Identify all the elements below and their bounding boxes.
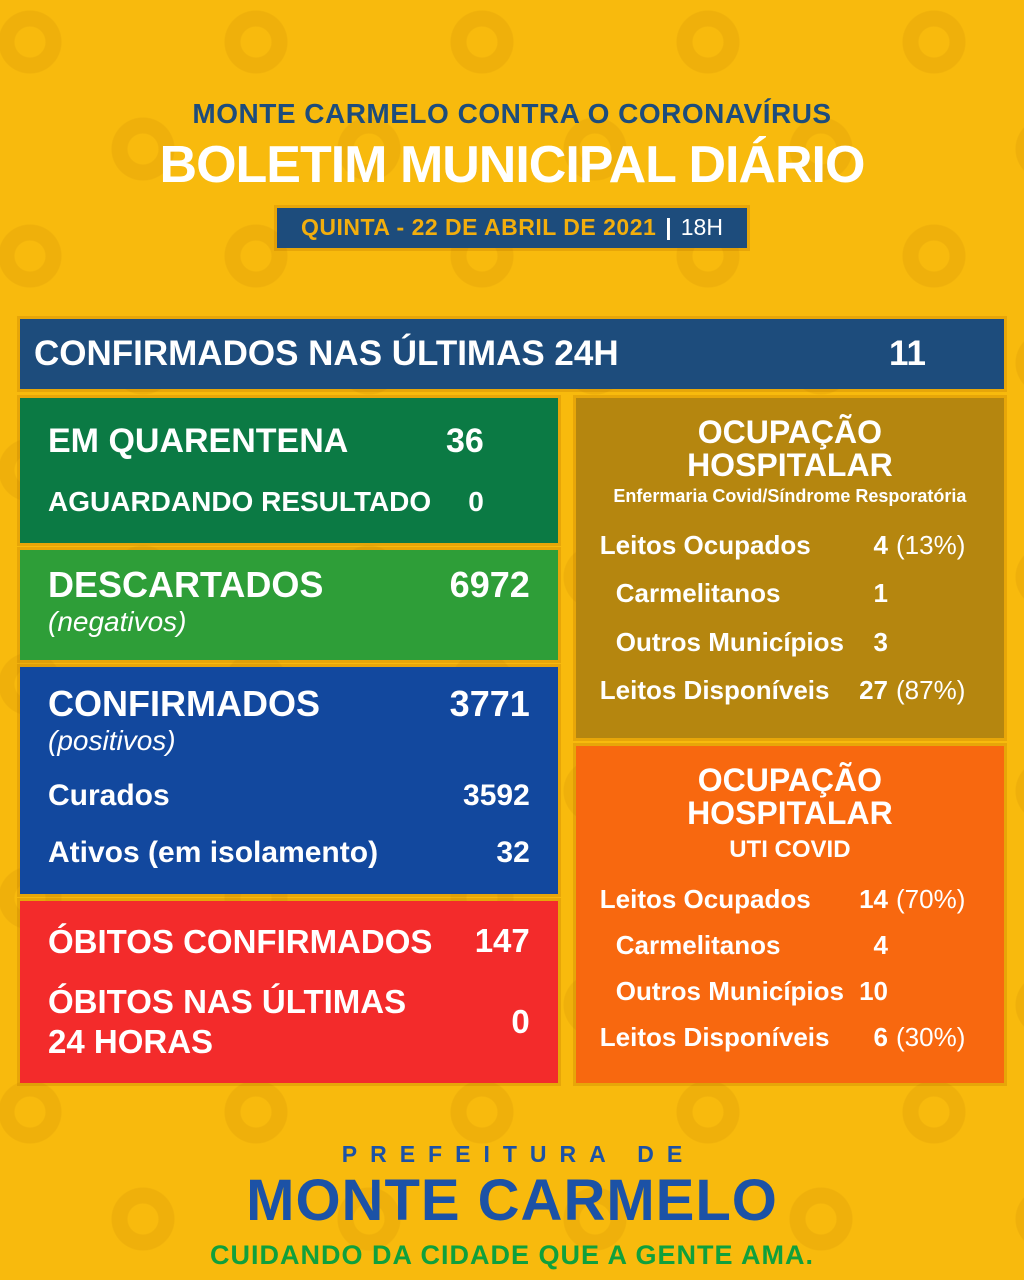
campaign-supertitle: MONTE CARMELO CONTRA O CORONAVÍRUS	[192, 98, 832, 129]
quarantine-label: EM QUARENTENA	[48, 422, 349, 461]
ward-other-municipalities-value: 3	[873, 626, 888, 657]
date-separator: |	[665, 213, 672, 240]
ward-other-municipalities-label: Outros Municípios	[615, 626, 844, 657]
ward-beds-available-row: Leitos Disponíveis 27 (87%)	[600, 675, 980, 706]
icu-beds-occupied-label: Leitos Ocupados	[599, 884, 811, 915]
icu-title: OCUPAÇÃO HOSPITALAR	[687, 761, 893, 832]
deaths-box: ÓBITOS CONFIRMADOS 147 ÓBITOS NAS ÚLTIMA…	[20, 900, 558, 1083]
confirmed-value: 3771	[449, 682, 530, 724]
ward-beds-available-label: Leitos Disponíveis	[599, 675, 830, 706]
ward-rows: Leitos Ocupados 4 (13%) Carmelitanos 1 O…	[600, 513, 980, 724]
date-banner: QUINTA - 22 DE ABRIL DE 2021 | 18H	[277, 207, 747, 248]
icu-carmelitanos-label: Carmelitanos	[615, 930, 781, 961]
deaths-confirmed-value: 147	[474, 922, 530, 960]
confirmed-24h-bar: CONFIRMADOS NAS ÚLTIMAS 24H 11	[20, 318, 1004, 389]
icu-carmelitanos-value: 4	[873, 930, 888, 961]
ward-beds-available-pct: (87%)	[896, 675, 966, 706]
awaiting-result-value: 0	[468, 485, 484, 517]
prefecture-line: PREFEITURA DE	[341, 1140, 696, 1167]
icu-other-municipalities-row: Outros Municípios 10	[600, 976, 980, 1007]
left-column: EM QUARENTENA 36 AGUARDANDO RESULTADO 0 …	[20, 397, 558, 1083]
deaths-24h-label: ÓBITOS NAS ÚLTIMAS 24 HORAS	[48, 983, 407, 1060]
confirmed-24h-value: 11	[889, 333, 926, 373]
icu-beds-occupied-pct: (70%)	[896, 884, 966, 915]
icu-other-municipalities-label: Outros Municípios	[615, 976, 844, 1007]
stats-grid: EM QUARENTENA 36 AGUARDANDO RESULTADO 0 …	[20, 397, 1004, 1083]
ward-occupancy-box: OCUPAÇÃO HOSPITALAR Enfermaria Covid/Sín…	[575, 397, 1004, 738]
icu-beds-available-pct: (30%)	[896, 1022, 966, 1053]
awaiting-result-label: AGUARDANDO RESULTADO	[48, 485, 432, 517]
bulletin-body: CONFIRMADOS NAS ÚLTIMAS 24H 11 EM QUAREN…	[0, 318, 1024, 1083]
bulletin-title: BOLETIM MUNICIPAL DIÁRIO	[159, 136, 866, 194]
icu-beds-occupied-value: 14	[859, 884, 888, 915]
confirmed-box: CONFIRMADOS 3771 (positivos) Curados 359…	[20, 666, 558, 894]
deaths-confirmed-row: ÓBITOS CONFIRMADOS 147	[48, 922, 530, 962]
ward-beds-occupied-label: Leitos Ocupados	[599, 529, 811, 560]
ward-beds-occupied-pct: (13%)	[896, 529, 966, 560]
footer: PREFEITURA DE MONTE CARMELO CUIDANDO DA …	[0, 1141, 1024, 1271]
icu-beds-available-value: 6	[873, 1022, 888, 1053]
confirmed-subtitle: (positivos)	[48, 725, 176, 757]
ward-beds-occupied-value: 4	[873, 529, 888, 560]
active-isolation-row: Ativos (em isolamento) 32	[48, 836, 530, 870]
right-column: OCUPAÇÃO HOSPITALAR Enfermaria Covid/Sín…	[575, 397, 1004, 1083]
ward-carmelitanos-row: Carmelitanos 1	[600, 578, 980, 609]
quarantine-value: 36	[445, 422, 484, 461]
confirmed-title: CONFIRMADOS	[48, 682, 320, 724]
icu-occupancy-box: OCUPAÇÃO HOSPITALAR UTI COVID Leitos Ocu…	[575, 745, 1004, 1083]
discarded-title-block: DESCARTADOS (negativos)	[48, 563, 324, 639]
ward-carmelitanos-value: 1	[873, 578, 888, 609]
date-text: QUINTA - 22 DE ABRIL DE 2021	[301, 213, 657, 240]
awaiting-result-row: AGUARDANDO RESULTADO 0	[48, 486, 530, 518]
icu-rows: Leitos Ocupados 14 (70%) Carmelitanos 4 …	[600, 869, 980, 1068]
deaths-24h-row: ÓBITOS NAS ÚLTIMAS 24 HORAS 0	[48, 982, 530, 1061]
ward-beds-occupied-row: Leitos Ocupados 4 (13%)	[600, 530, 980, 561]
discarded-subtitle: (negativos)	[48, 606, 187, 638]
deaths-24h-value: 0	[511, 1002, 530, 1040]
cured-label: Curados	[48, 779, 170, 813]
discarded-value: 6972	[449, 563, 530, 605]
cured-row: Curados 3592	[48, 779, 530, 813]
icu-subtitle: UTI COVID	[729, 835, 851, 863]
ward-beds-available-value: 27	[859, 675, 888, 706]
cured-value: 3592	[463, 779, 530, 813]
icu-carmelitanos-row: Carmelitanos 4	[600, 930, 980, 961]
bulletin-header: MONTE CARMELO CONTRA O CORONAVÍRUS BOLET…	[0, 0, 1024, 248]
active-isolation-label: Ativos (em isolamento)	[48, 835, 379, 869]
quarantine-row: EM QUARENTENA 36	[48, 422, 530, 461]
ward-carmelitanos-label: Carmelitanos	[615, 578, 781, 609]
icu-beds-available-label: Leitos Disponíveis	[599, 1022, 830, 1053]
time-text: 18H	[680, 213, 723, 240]
ward-title: OCUPAÇÃO HOSPITALAR	[687, 413, 893, 484]
quarantine-box: EM QUARENTENA 36 AGUARDANDO RESULTADO 0	[20, 397, 558, 543]
icu-other-municipalities-value: 10	[859, 976, 888, 1007]
active-isolation-value: 32	[496, 835, 530, 869]
discarded-box: DESCARTADOS (negativos) 6972	[20, 549, 558, 660]
ward-subtitle: Enfermaria Covid/Síndrome Resporatória	[613, 485, 967, 506]
city-name: MONTE CARMELO	[246, 1167, 778, 1233]
deaths-confirmed-label: ÓBITOS CONFIRMADOS	[48, 922, 433, 960]
confirmed-head-block: CONFIRMADOS 3771 (positivos)	[48, 682, 530, 758]
confirmed-24h-label: CONFIRMADOS NAS ÚLTIMAS 24H	[34, 333, 619, 373]
icu-beds-occupied-row: Leitos Ocupados 14 (70%)	[600, 884, 980, 915]
discarded-title: DESCARTADOS	[48, 563, 324, 605]
footer-slogan: CUIDANDO DA CIDADE QUE A GENTE AMA.	[209, 1239, 814, 1270]
icu-beds-available-row: Leitos Disponíveis 6 (30%)	[600, 1022, 980, 1053]
ward-other-municipalities-row: Outros Municípios 3	[600, 627, 980, 658]
